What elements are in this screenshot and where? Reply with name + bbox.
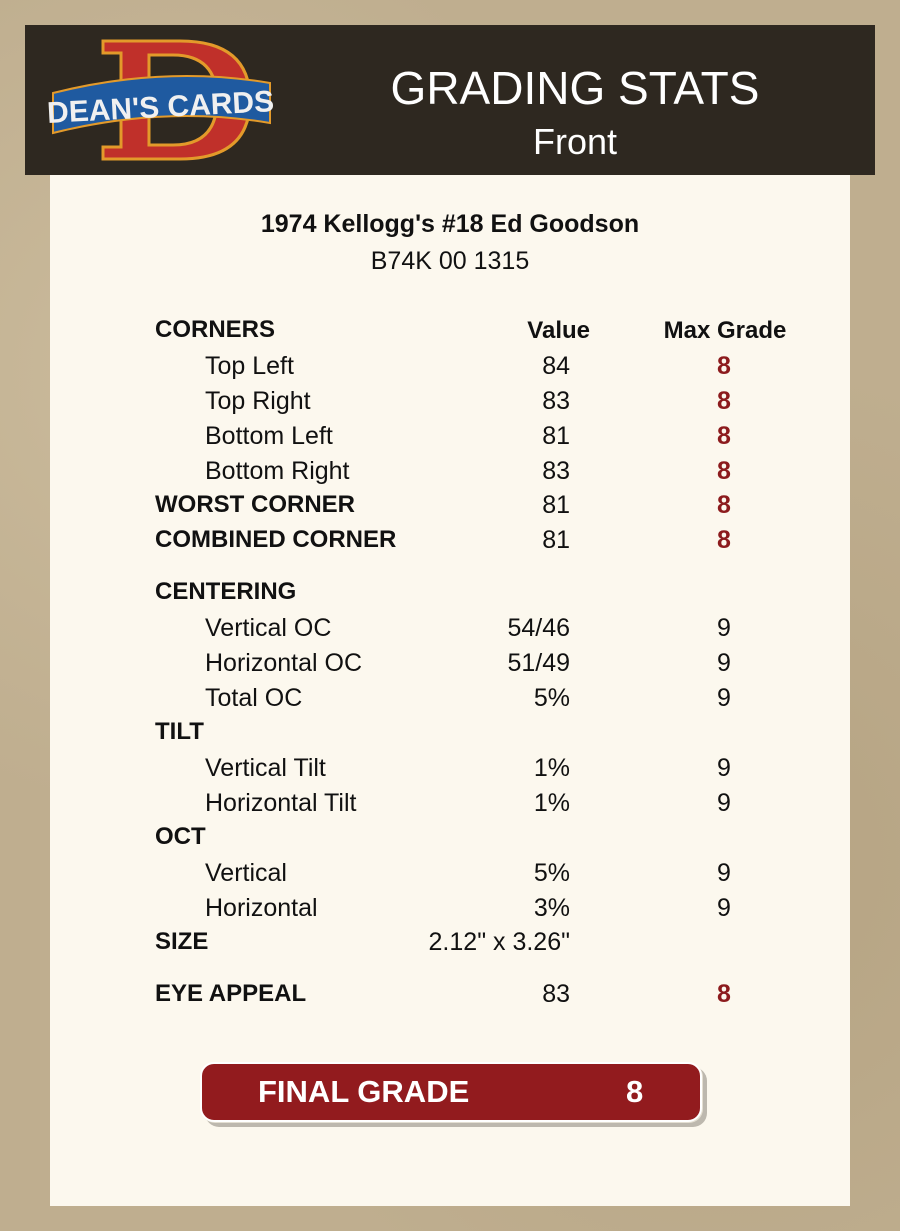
stat-row: Total OC 5% 9 [0,683,900,713]
stat-max-grade: 8 [717,980,731,1008]
header-bar: DEAN'S CARDS GRADING STATS Front [25,25,875,175]
final-grade-banner: FINAL GRADE 8 [200,1062,702,1122]
stat-row: Vertical OC 54/46 9 [0,613,900,643]
final-grade-label: FINAL GRADE [258,1074,470,1109]
stat-max-grade: 9 [717,789,731,817]
stat-row: Horizontal 3% 9 [0,893,900,923]
stat-max-grade: 8 [717,491,731,519]
value-column-header: Value [527,317,590,344]
stats-panel [50,175,850,1206]
stat-value: 1% [533,789,570,817]
stat-row: TILT [0,717,900,747]
stat-value: 51/49 [507,649,570,677]
stat-row: WORST CORNER 81 8 [0,490,900,520]
final-grade-value: 8 [626,1074,644,1109]
stat-value: 81 [542,491,570,519]
stat-row: CORNERS [0,315,900,345]
stat-max-grade: 9 [717,754,731,782]
stat-label: TILT [155,718,204,745]
stat-label: Horizontal Tilt [205,789,357,817]
card-cert-number: B74K 00 1315 [370,247,530,275]
stat-label: COMBINED CORNER [155,526,397,553]
stat-max-grade: 8 [717,422,731,450]
stat-label: Total OC [205,684,303,712]
stat-label: Vertical Tilt [205,754,326,782]
stat-label: Top Right [205,387,311,415]
stat-label: Horizontal OC [205,649,362,677]
stat-row: Top Right 83 8 [0,386,900,416]
stat-label: Bottom Right [205,457,350,485]
max-grade-column-header: Max Grade [663,317,787,344]
page-subtitle: Front [532,121,618,162]
stat-max-grade: 9 [717,684,731,712]
stat-row: Horizontal OC 51/49 9 [0,648,900,678]
stat-value: 5% [533,859,570,887]
stat-label: Top Left [205,352,294,380]
card-name: 1974 Kellogg's #18 Ed Goodson [260,210,640,238]
stat-label: Bottom Left [205,422,333,450]
stat-value: 83 [542,457,570,485]
stat-value: 81 [542,422,570,450]
stat-row: EYE APPEAL 83 8 [0,979,900,1009]
stat-label: OCT [155,823,206,850]
stat-value: 2.12" x 3.26" [428,928,570,956]
stat-max-grade: 8 [717,457,731,485]
stat-value: 81 [542,526,570,554]
stat-max-grade: 8 [717,352,731,380]
stat-row: Vertical 5% 9 [0,858,900,888]
stat-label: EYE APPEAL [155,980,307,1007]
column-headers: Value Max Grade [0,316,900,346]
stat-row: SIZE 2.12" x 3.26" [0,927,900,957]
stat-value: 5% [533,684,570,712]
stat-label: Vertical [205,859,287,887]
stat-row: Bottom Left 81 8 [0,421,900,451]
stat-label: CENTERING [155,578,297,605]
page-title: GRADING STATS [390,62,760,114]
stat-value: 83 [542,980,570,1008]
stat-value: 1% [533,754,570,782]
stat-value: 3% [533,894,570,922]
stat-row: Vertical Tilt 1% 9 [0,753,900,783]
stat-value: 84 [542,352,570,380]
stat-max-grade: 9 [717,859,731,887]
stat-row: COMBINED CORNER 81 8 [0,525,900,555]
stat-value: 83 [542,387,570,415]
stat-row: CENTERING [0,577,900,607]
stat-label: SIZE [155,928,209,955]
stat-row: Bottom Right 83 8 [0,456,900,486]
stat-value: 54/46 [507,614,570,642]
stat-max-grade: 8 [717,526,731,554]
stat-row: Top Left 84 8 [0,351,900,381]
deans-cards-logo: DEAN'S CARDS [46,39,275,161]
stat-row: OCT [0,822,900,852]
stat-label: Horizontal [205,894,318,922]
stat-label: CORNERS [155,316,276,343]
stat-label: WORST CORNER [155,491,355,518]
stat-max-grade: 9 [717,649,731,677]
stat-row: Horizontal Tilt 1% 9 [0,788,900,818]
stat-label: Vertical OC [205,614,332,642]
stat-max-grade: 8 [717,387,731,415]
stat-max-grade: 9 [717,614,731,642]
stat-max-grade: 9 [717,894,731,922]
